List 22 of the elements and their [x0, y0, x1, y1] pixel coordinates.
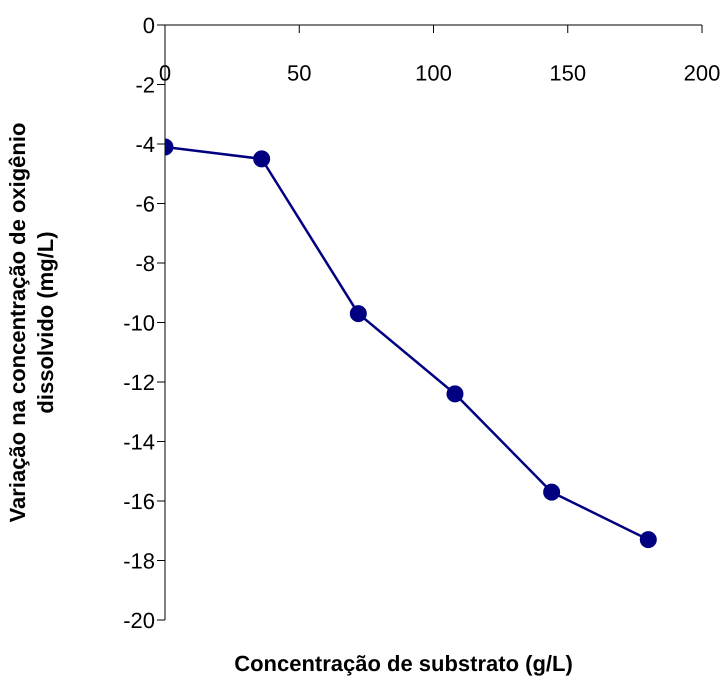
x-axis-title: Concentração de substrato (g/L) — [233, 651, 574, 677]
point — [446, 385, 464, 402]
y-tick-label: -4 — [135, 132, 155, 157]
y-axis-title: Variação na concentração de oxigênio dissolvido (mg/L) — [5, 122, 58, 522]
point — [350, 305, 367, 322]
x-tick-label: 150 — [549, 60, 586, 86]
x-tick-label: 100 — [415, 60, 452, 86]
y-tick-label: 0 — [142, 12, 155, 38]
point — [640, 531, 657, 548]
point — [253, 150, 270, 168]
point — [543, 484, 560, 501]
y-tick-label: -10 — [123, 310, 155, 336]
y-tick-label: -20 — [123, 608, 155, 633]
x-tick-label: 50 — [287, 60, 312, 86]
y-tick-label: -6 — [135, 191, 155, 216]
y-tick-label: -16 — [123, 488, 155, 514]
y-tick-label: -18 — [123, 548, 155, 574]
y-tick-label: -12 — [123, 370, 155, 395]
x-tick-label: 200 — [684, 60, 720, 86]
y-tick-label: -14 — [123, 429, 155, 454]
y-tick-label: -8 — [135, 250, 155, 276]
y-tick-label: -2 — [135, 72, 155, 98]
